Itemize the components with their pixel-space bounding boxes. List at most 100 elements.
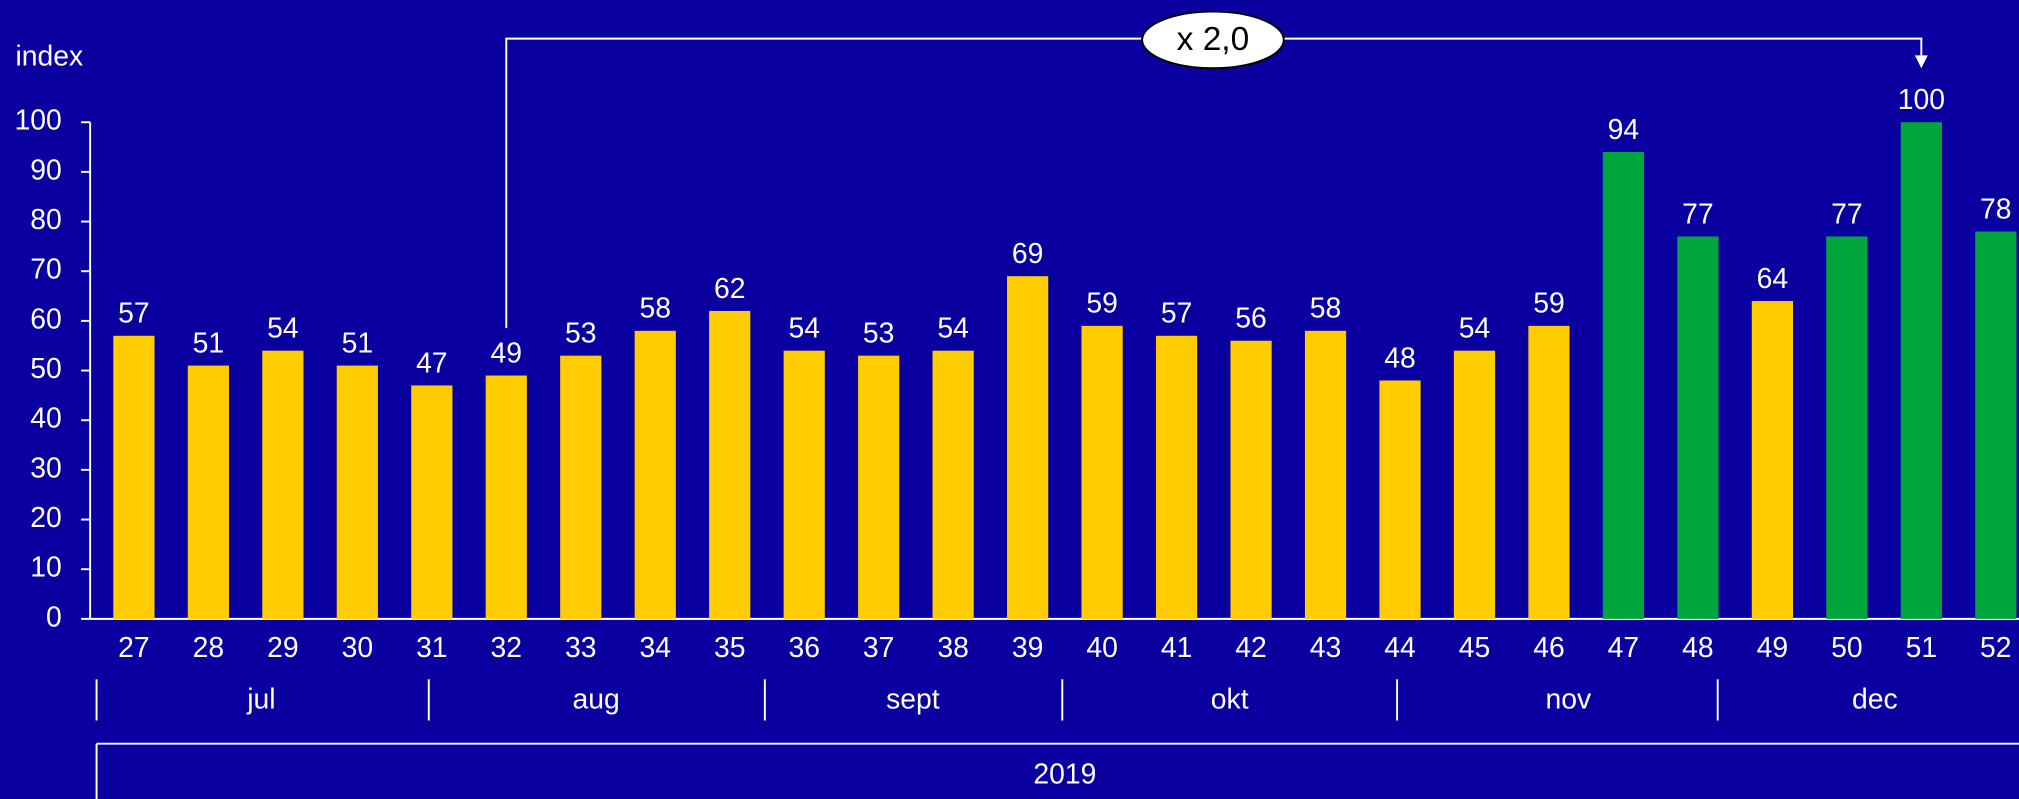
x-tick-label: 50	[1831, 631, 1862, 663]
value-label: 69	[1012, 237, 1043, 269]
x-tick-label: 41	[1161, 631, 1192, 663]
annotation-bubble	[1141, 10, 1285, 70]
x-tick-label: 40	[1086, 631, 1117, 663]
bar	[1081, 325, 1123, 619]
y-tick-label: 30	[30, 451, 61, 483]
value-label: 53	[863, 317, 894, 349]
bar	[336, 365, 378, 619]
value-label: 94	[1608, 113, 1639, 145]
y-axis-label: index	[15, 39, 83, 71]
annotation-text: x 2,0	[1177, 21, 1250, 58]
y-tick-label: 50	[30, 352, 61, 384]
value-label: 77	[1682, 197, 1713, 229]
x-tick-label: 51	[1906, 631, 1937, 663]
value-label: 58	[1310, 292, 1341, 324]
x-tick-label: 42	[1235, 631, 1266, 663]
x-tick-label: 31	[416, 631, 447, 663]
bar	[634, 330, 676, 619]
bar	[1528, 325, 1570, 619]
bar	[1975, 231, 2017, 619]
month-label: aug	[573, 683, 620, 715]
value-label: 58	[639, 292, 670, 324]
bar	[1007, 276, 1049, 619]
value-label: 54	[267, 312, 298, 344]
bar	[560, 355, 602, 619]
annotation-arrow	[1914, 55, 1928, 69]
month-label: nov	[1546, 683, 1592, 715]
value-label: 54	[937, 312, 968, 344]
value-label: 51	[342, 326, 373, 358]
bar	[1155, 335, 1198, 619]
value-label: 54	[788, 312, 819, 344]
bar	[783, 350, 825, 619]
x-tick-label: 46	[1533, 631, 1564, 663]
x-tick-label: 52	[1980, 631, 2011, 663]
value-label: 53	[565, 317, 596, 349]
bar	[1304, 330, 1347, 619]
y-tick-label: 90	[30, 153, 61, 185]
bar	[932, 350, 974, 619]
bar	[1379, 380, 1421, 619]
x-tick-label: 45	[1459, 631, 1490, 663]
x-tick-label: 35	[714, 631, 745, 663]
bar	[858, 355, 900, 619]
bar	[1453, 350, 1496, 619]
bar	[113, 335, 155, 619]
x-tick-label: 38	[937, 631, 968, 663]
value-label: 59	[1533, 287, 1564, 319]
value-label: 49	[491, 336, 522, 368]
x-tick-label: 33	[565, 631, 596, 663]
x-tick-label: 47	[1608, 631, 1639, 663]
bar	[262, 350, 304, 619]
bar	[1900, 122, 1942, 619]
value-label: 57	[118, 297, 149, 329]
value-label: 64	[1757, 262, 1788, 294]
y-tick-label: 0	[46, 600, 62, 632]
y-tick-label: 100	[15, 104, 62, 136]
value-label: 47	[416, 346, 447, 378]
month-label: okt	[1211, 683, 1249, 715]
x-tick-label: 29	[267, 631, 298, 663]
value-label: 51	[193, 326, 224, 358]
value-label: 78	[1980, 192, 2011, 224]
bar	[485, 375, 527, 619]
value-label: 62	[714, 272, 745, 304]
bar	[1602, 152, 1645, 619]
bar	[411, 385, 453, 619]
x-tick-label: 27	[118, 631, 149, 663]
y-tick-label: 20	[30, 501, 61, 533]
month-label: jul	[246, 683, 275, 715]
x-tick-label: 39	[1012, 631, 1043, 663]
y-tick-label: 80	[30, 203, 61, 235]
x-tick-label: 28	[193, 631, 224, 663]
month-label: dec	[1852, 683, 1898, 715]
y-tick-label: 70	[30, 253, 61, 285]
x-tick-label: 49	[1757, 631, 1788, 663]
x-tick-label: 32	[491, 631, 522, 663]
month-label: sept	[886, 683, 940, 715]
year-label: 2019	[1033, 757, 1096, 789]
x-tick-label: 44	[1384, 631, 1415, 663]
x-tick-label: 48	[1682, 631, 1713, 663]
bar	[709, 310, 751, 619]
value-label: 48	[1384, 341, 1415, 373]
bar	[187, 365, 229, 619]
value-label: 56	[1235, 302, 1266, 334]
x-tick-label: 43	[1310, 631, 1341, 663]
y-tick-label: 40	[30, 402, 61, 434]
y-tick-label: 10	[30, 551, 61, 583]
bar	[1230, 340, 1272, 619]
value-label: 100	[1898, 83, 1945, 115]
bar	[1751, 301, 1793, 619]
value-label: 59	[1086, 287, 1117, 319]
x-tick-label: 37	[863, 631, 894, 663]
y-tick-label: 60	[30, 302, 61, 334]
bar	[1677, 236, 1719, 619]
x-tick-label: 34	[639, 631, 670, 663]
value-label: 57	[1161, 297, 1192, 329]
value-label: 54	[1459, 312, 1490, 344]
x-tick-label: 30	[342, 631, 373, 663]
value-label: 77	[1831, 197, 1862, 229]
x-tick-label: 36	[788, 631, 819, 663]
